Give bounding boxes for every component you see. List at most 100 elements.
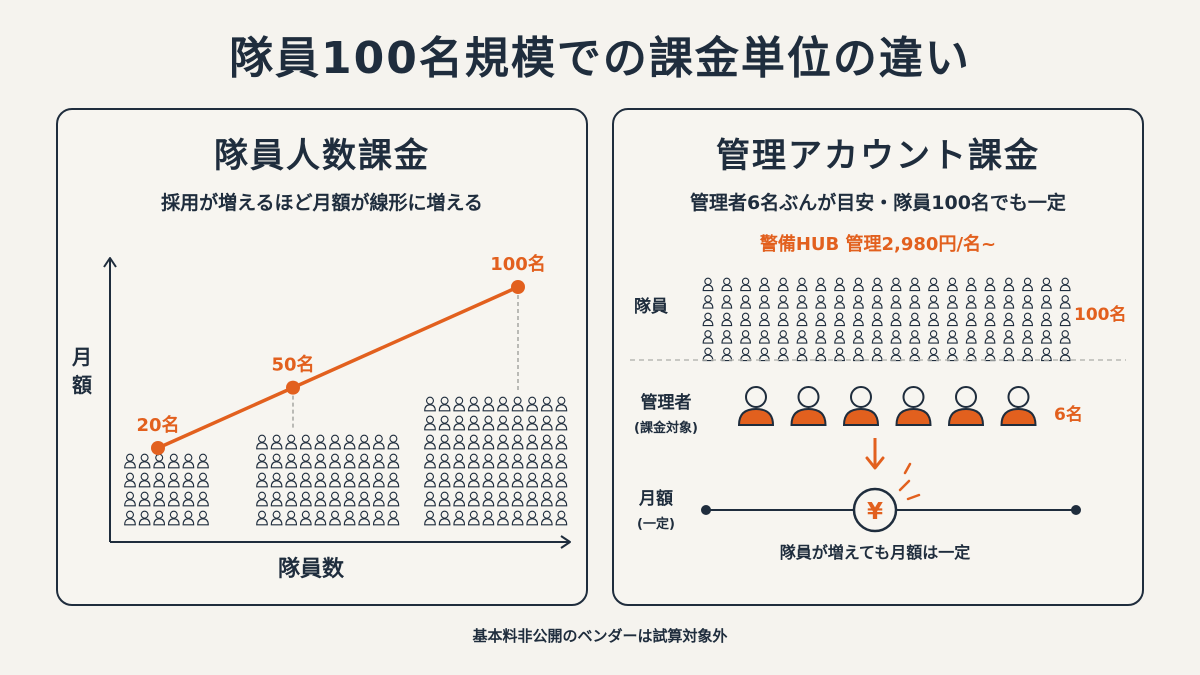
y-axis-label: 月額 bbox=[71, 345, 92, 397]
person-icon bbox=[329, 472, 341, 488]
person-icon bbox=[153, 510, 166, 526]
point-label: 20名 bbox=[136, 414, 179, 436]
person-icon bbox=[182, 491, 195, 507]
person-icon bbox=[453, 472, 466, 488]
person-icon bbox=[343, 491, 356, 507]
right-panel-subtitle: 管理者6名ぶんが目安・隊員100名でも一定 bbox=[690, 192, 1066, 214]
person-icon bbox=[343, 434, 356, 450]
person-icon bbox=[796, 347, 808, 362]
person-icon bbox=[467, 396, 480, 412]
person-icon bbox=[138, 491, 151, 507]
person-icon bbox=[511, 415, 524, 431]
person-icon bbox=[965, 312, 977, 327]
person-icon bbox=[871, 277, 883, 292]
person-icon bbox=[124, 453, 136, 469]
person-icon bbox=[453, 491, 466, 507]
person-icon bbox=[424, 472, 436, 488]
person-icon bbox=[984, 277, 996, 292]
person-icon bbox=[928, 277, 939, 292]
person-icon bbox=[1041, 312, 1052, 327]
person-icon bbox=[299, 453, 312, 469]
person-icon bbox=[1022, 312, 1033, 327]
person-icon bbox=[387, 491, 400, 507]
person-icon bbox=[1022, 295, 1033, 309]
person-icon bbox=[777, 330, 789, 344]
person-icon bbox=[270, 453, 283, 469]
right-panel-title: 管理アカウント課金 bbox=[716, 136, 1040, 176]
person-icon bbox=[285, 472, 298, 488]
person-icon bbox=[182, 510, 195, 526]
person-icon bbox=[285, 491, 298, 507]
person-icon bbox=[555, 453, 568, 469]
person-icon bbox=[759, 277, 770, 292]
person-icon bbox=[526, 453, 539, 469]
person-icon bbox=[438, 472, 451, 488]
person-icon bbox=[984, 347, 996, 362]
person-icon bbox=[984, 295, 996, 309]
person-icon bbox=[138, 472, 151, 488]
person-icon bbox=[285, 434, 298, 450]
page-title: 隊員100名規模での課金単位の違い bbox=[229, 33, 971, 84]
person-icon bbox=[153, 453, 166, 469]
person-icon bbox=[358, 434, 371, 450]
person-icon bbox=[482, 491, 495, 507]
person-icon bbox=[928, 312, 939, 327]
person-icon bbox=[138, 453, 151, 469]
person-icon bbox=[387, 434, 400, 450]
person-icon bbox=[871, 295, 883, 309]
person-icon bbox=[511, 396, 524, 412]
person-icon bbox=[1059, 330, 1071, 344]
person-icon bbox=[497, 491, 509, 507]
person-icon bbox=[526, 396, 539, 412]
person-icon bbox=[721, 295, 733, 309]
person-icon bbox=[909, 295, 921, 309]
person-icon bbox=[197, 491, 209, 507]
person-icon bbox=[270, 472, 283, 488]
person-icon bbox=[1003, 312, 1015, 327]
person-icon bbox=[853, 330, 864, 344]
person-icon bbox=[256, 453, 268, 469]
person-icon bbox=[314, 491, 327, 507]
cost-line bbox=[156, 285, 520, 450]
person-icon bbox=[555, 472, 568, 488]
person-icon bbox=[285, 510, 298, 526]
person-icon bbox=[721, 277, 733, 292]
person-icon bbox=[314, 434, 327, 450]
person-icon bbox=[853, 347, 864, 362]
person-icon bbox=[197, 510, 209, 526]
person-icon bbox=[909, 330, 921, 344]
person-icon bbox=[256, 434, 268, 450]
person-icon bbox=[453, 415, 466, 431]
person-icon bbox=[358, 472, 371, 488]
person-icon bbox=[182, 453, 195, 469]
person-icon bbox=[467, 510, 480, 526]
person-icon bbox=[777, 347, 789, 362]
person-icon bbox=[256, 510, 268, 526]
person-icon bbox=[453, 453, 466, 469]
person-icon bbox=[372, 491, 385, 507]
admin-icon bbox=[790, 386, 827, 426]
person-icon bbox=[314, 453, 327, 469]
chart-axes bbox=[103, 257, 571, 549]
person-icon bbox=[467, 472, 480, 488]
person-icon bbox=[871, 347, 883, 362]
person-icon bbox=[314, 510, 327, 526]
person-icon bbox=[124, 491, 136, 507]
person-icon bbox=[1022, 277, 1033, 292]
person-icon bbox=[453, 396, 466, 412]
person-icon bbox=[796, 330, 808, 344]
person-icon bbox=[834, 295, 845, 309]
person-icon bbox=[853, 295, 864, 309]
person-icon bbox=[1003, 347, 1015, 362]
person-icon bbox=[285, 453, 298, 469]
person-icon bbox=[467, 453, 480, 469]
footnote: 基本料非公開のベンダーは試算対象外 bbox=[472, 627, 728, 645]
person-icon bbox=[511, 510, 524, 526]
point-labels: 20名 50名 100名 bbox=[136, 253, 545, 436]
person-icon bbox=[270, 510, 283, 526]
person-icon bbox=[871, 330, 883, 344]
person-icon bbox=[138, 510, 151, 526]
person-icon bbox=[815, 312, 827, 327]
point-label: 50名 bbox=[271, 354, 314, 376]
person-icon bbox=[526, 510, 539, 526]
